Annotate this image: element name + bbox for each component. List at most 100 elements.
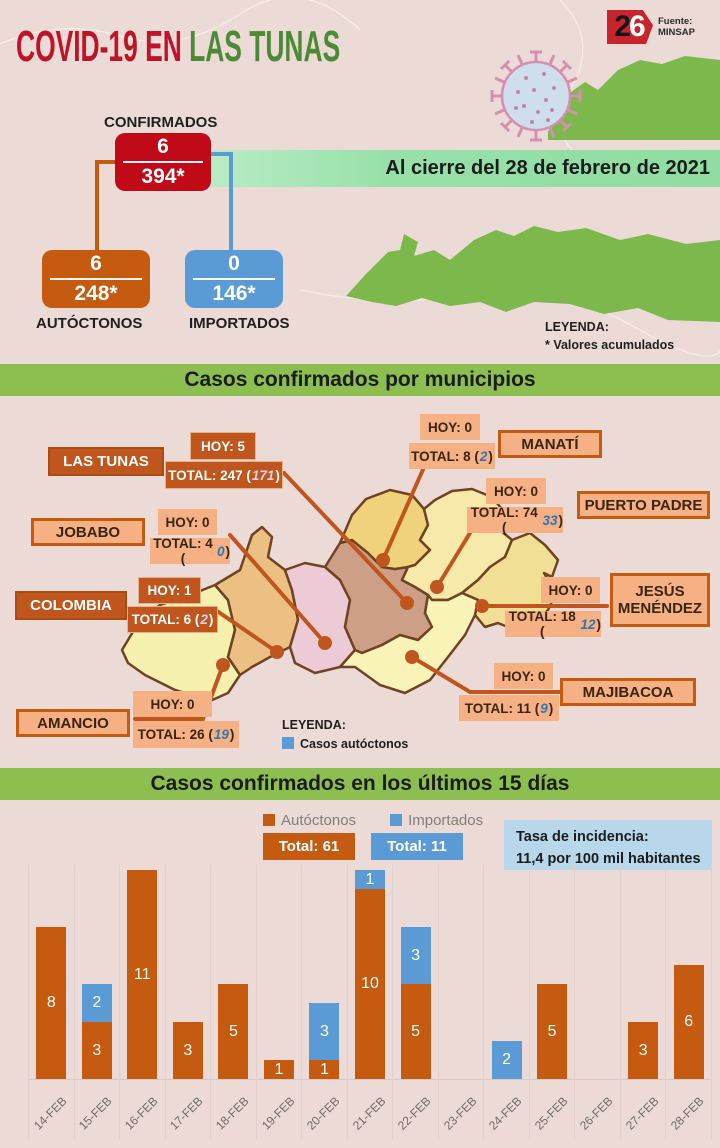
municipality-label-majibacoa: MAJIBACOA [560, 678, 696, 706]
autoctonos-legend-swatch [263, 814, 275, 826]
chart-column: 8 14-FEB [28, 865, 74, 1140]
confirmados-today: 6 [157, 135, 169, 158]
total-badge-colombia: TOTAL: 6 (2) [127, 606, 218, 633]
total-badge-amancio: TOTAL: 26 (19) [133, 721, 239, 748]
x-axis-label: 28-FEB [668, 1094, 707, 1133]
x-axis-label: 24-FEB [486, 1094, 525, 1133]
chart-column: 2 3 15-FEB [73, 865, 120, 1140]
title-covid: COVID-19 EN [16, 22, 190, 71]
x-axis-label: 26-FEB [577, 1094, 616, 1133]
autoctonos-today: 6 [90, 252, 102, 275]
total-badge-jesus-menendez: TOTAL: 18 (12) [505, 609, 601, 639]
bar-segment-auto: 5 [400, 984, 431, 1080]
importados-box: 0 146* [185, 250, 283, 308]
dot-colombia [270, 645, 284, 659]
bar-segment-imp: 3 [400, 927, 431, 985]
bar-segment-auto: 3 [81, 1022, 112, 1080]
importados-legend-swatch [390, 814, 403, 826]
x-axis-label: 27-FEB [622, 1094, 662, 1133]
x-axis-label: 20-FEB [303, 1094, 343, 1133]
connector-orange [95, 160, 117, 164]
map-majibacoa [338, 591, 480, 695]
bar-segment-auto: 5 [537, 984, 568, 1080]
x-axis-label: 25-FEB [531, 1094, 571, 1133]
municipios-section-header: Casos confirmados por municipios [0, 364, 720, 396]
bar-segment-auto: 1 [263, 1060, 294, 1080]
dot-manati [376, 553, 390, 567]
importados-label: IMPORTADOS [189, 315, 290, 332]
chart-column: 1 10 21-FEB [346, 865, 393, 1140]
bar-segment-imp: 2 [81, 984, 112, 1023]
bar-segment-imp: 2 [491, 1041, 522, 1080]
total-autoctonos-badge: Total: 61 [263, 833, 355, 860]
dot-amancio [216, 658, 230, 672]
bar-segment-auto: 8 [36, 927, 67, 1080]
legend-autoctonos: Autóctonos [263, 812, 356, 829]
dot-jesus-menendez [475, 599, 489, 613]
total-importados-badge: Total: 11 [371, 833, 463, 860]
bar-segment-auto: 10 [354, 889, 385, 1080]
total-badge-jobabo: TOTAL: 4 (0) [150, 536, 230, 566]
chart-legend: Autóctonos Importados [263, 812, 483, 829]
chart-column: 26-FEB [574, 865, 620, 1140]
legend-note: * Valores acumulados [545, 338, 675, 353]
hoy-badge-jobabo: HOY: 0 [158, 509, 217, 535]
autoctonos-label: AUTÓCTONOS [36, 315, 143, 332]
chart-column: 1 19-FEB [255, 865, 302, 1140]
connector-blue [229, 152, 233, 252]
title-lastunas: LAS TUNAS [189, 22, 341, 71]
x-axis-label: 14-FEB [30, 1094, 70, 1133]
total-badge-las-tunas: TOTAL: 247 (171) [165, 461, 283, 489]
hoy-badge-colombia: HOY: 1 [138, 577, 201, 604]
chart-column: 2 24-FEB [483, 865, 529, 1140]
x-axis-label: 19-FEB [258, 1094, 298, 1133]
map-legend-item: Casos autóctonos [300, 736, 409, 751]
connector-orange [95, 160, 99, 252]
municipality-label-jesus-menendez: JESÚS MENÉNDEZ [610, 573, 710, 627]
hoy-badge-amancio: HOY: 0 [133, 691, 212, 717]
bar-segment-auto: 6 [673, 965, 704, 1080]
municipality-label-las-tunas: LAS TUNAS [48, 447, 164, 476]
page-title: COVID-19 EN LAS TUNAS [16, 22, 340, 72]
total-badge-puerto-padre: TOTAL: 74 (33) [467, 505, 563, 535]
dot-las-tunas [400, 596, 414, 610]
chart-column: 3 1 20-FEB [301, 865, 347, 1140]
chart-column: 5 18-FEB [210, 865, 256, 1140]
connector-blue [209, 152, 233, 156]
hoy-badge-puerto-padre: HOY: 0 [486, 478, 546, 504]
x-axis-label: 18-FEB [212, 1094, 252, 1133]
logo-digit-6: 6 [629, 10, 646, 43]
bar-segment-imp: 1 [354, 870, 385, 890]
x-axis-label: 15-FEB [76, 1094, 115, 1133]
legend-title: LEYENDA: [545, 320, 609, 334]
legend-importados: Importados [390, 812, 483, 829]
coronavirus-icon [490, 50, 582, 142]
chart-column: 23-FEB [437, 865, 484, 1140]
daily-cases-bar-chart: 8 14-FEB 2 3 15-FEB 11 16-FEB 3 17-FEB 5 18-FEB 1 19… [28, 865, 712, 1140]
closing-date-banner: Al cierre del 28 de febrero de 2021 [208, 150, 720, 187]
hoy-badge-jesus-menendez: HOY: 0 [541, 577, 600, 603]
hoy-badge-majibacoa: HOY: 0 [494, 663, 553, 689]
bar-segment-auto: 11 [127, 870, 158, 1080]
confirmados-label: CONFIRMADOS [104, 114, 218, 131]
bar-segment-auto: 3 [172, 1022, 203, 1080]
chart-column: 6 28-FEB [665, 865, 712, 1140]
chart-column: 3 17-FEB [164, 865, 211, 1140]
incidence-rate-box: Tasa de incidencia: 11,4 por 100 mil hab… [504, 820, 712, 870]
x-axis-label: 21-FEB [349, 1094, 389, 1133]
confirmados-total: 394* [123, 161, 203, 190]
total-badge-manati: TOTAL: 8 (2) [409, 443, 495, 469]
x-axis-label: 23-FEB [440, 1094, 480, 1133]
total-badge-majibacoa: TOTAL: 11 (9) [459, 695, 559, 721]
dot-jobabo [318, 636, 332, 650]
chart-section-header: Casos confirmados en los últimos 15 días [0, 768, 720, 800]
confirmados-box: 6 394* [115, 133, 211, 191]
logo-digit-2: 2 [614, 10, 631, 43]
municipality-label-colombia: COLOMBIA [15, 591, 127, 620]
hoy-badge-manati: HOY: 0 [420, 414, 480, 440]
municipios-section-title: Casos confirmados por municipios [184, 368, 536, 391]
map-legend-title: LEYENDA: [282, 718, 346, 732]
cuba-region-silhouette [548, 56, 720, 140]
